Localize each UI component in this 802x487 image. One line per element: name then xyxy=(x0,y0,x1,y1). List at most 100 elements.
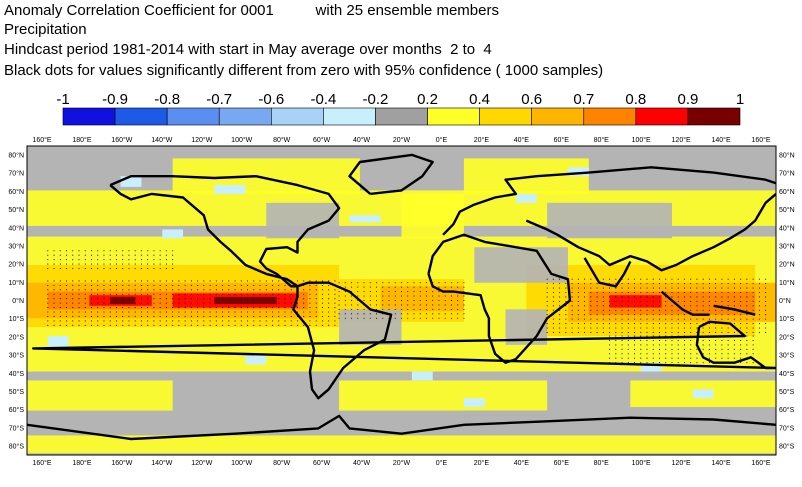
significance-dot xyxy=(253,307,255,309)
significance-dot xyxy=(746,339,748,342)
significance-dot xyxy=(758,296,760,298)
significance-dot xyxy=(425,291,428,293)
significance-dot xyxy=(646,335,648,337)
significance-dot xyxy=(240,280,242,282)
significance-dot xyxy=(671,323,673,325)
significance-dot xyxy=(400,308,403,310)
lat-label: 50°S xyxy=(9,388,25,396)
significance-dot xyxy=(109,284,111,286)
significance-dot xyxy=(84,320,86,322)
significance-dot xyxy=(696,305,698,307)
significance-dot xyxy=(727,357,729,359)
significance-dot xyxy=(609,305,611,307)
significance-dot xyxy=(571,291,573,294)
significance-dot xyxy=(159,320,161,322)
significance-dot xyxy=(621,305,623,307)
significance-dot xyxy=(758,291,760,294)
significance-dot xyxy=(740,348,742,350)
significance-dot xyxy=(584,327,586,329)
significance-dot xyxy=(234,307,236,309)
significance-dot xyxy=(53,298,55,300)
significance-dot xyxy=(321,280,323,282)
significance-dot xyxy=(375,282,378,284)
significance-dot xyxy=(78,320,80,322)
significance-dot xyxy=(140,320,142,322)
significance-dot xyxy=(552,305,554,307)
significance-dot xyxy=(190,302,192,304)
significance-dot xyxy=(696,318,698,320)
significance-dot xyxy=(758,278,760,280)
significance-dot xyxy=(90,250,93,252)
significance-dot xyxy=(321,298,323,300)
significance-dot xyxy=(658,305,661,307)
significance-dot xyxy=(615,339,617,342)
significance-dot xyxy=(584,323,586,325)
significance-dot xyxy=(752,283,754,285)
significance-dot xyxy=(683,348,686,350)
significance-dot xyxy=(696,323,698,325)
significance-dot xyxy=(665,309,667,311)
significance-dot xyxy=(621,309,623,311)
lon-label: 120°W xyxy=(191,459,212,467)
significance-dot xyxy=(690,331,692,334)
significance-dot xyxy=(278,302,280,304)
significance-dot xyxy=(222,280,224,282)
significance-dot xyxy=(59,293,61,295)
significance-dot xyxy=(407,299,409,302)
significance-dot xyxy=(640,344,642,346)
significance-dot xyxy=(284,324,286,326)
significance-dot xyxy=(209,324,211,326)
significance-dot xyxy=(246,298,249,300)
significance-dot xyxy=(109,302,111,304)
colorbar-label: 0.4 xyxy=(469,91,490,108)
anomaly-region xyxy=(27,380,173,411)
significance-dot xyxy=(640,348,642,350)
significance-dot xyxy=(658,327,661,329)
significance-dot xyxy=(128,267,130,270)
significance-dot xyxy=(103,263,105,265)
significance-dot xyxy=(147,259,149,261)
significance-dot xyxy=(122,280,124,282)
significance-dot xyxy=(259,315,261,318)
significance-dot xyxy=(621,323,623,325)
significance-dot xyxy=(240,302,242,304)
significance-dot xyxy=(652,296,654,298)
significance-dot xyxy=(609,296,611,298)
significance-dot xyxy=(702,348,704,350)
significance-dot xyxy=(640,353,642,355)
significance-dot xyxy=(671,283,673,285)
significance-dot xyxy=(103,315,105,318)
significance-dot xyxy=(228,315,230,318)
significance-dot xyxy=(546,287,548,289)
significance-dot xyxy=(240,311,242,313)
significance-dot xyxy=(122,250,124,252)
lat-label: 40°N xyxy=(8,224,24,232)
significance-dot xyxy=(357,308,359,310)
lon-label: 100°E xyxy=(632,459,651,467)
significance-dot xyxy=(665,283,667,285)
significance-dot xyxy=(59,267,61,270)
significance-dot xyxy=(665,339,667,342)
significance-dot xyxy=(633,323,636,325)
significance-dot xyxy=(234,298,236,300)
significance-dot xyxy=(271,280,274,282)
significance-dot xyxy=(546,323,548,325)
significance-dot xyxy=(165,307,167,309)
significance-dot xyxy=(184,280,186,282)
significance-dot xyxy=(690,287,692,289)
significance-dot xyxy=(259,320,261,322)
significance-dot xyxy=(97,311,99,313)
significance-dot xyxy=(265,298,267,300)
significance-dot xyxy=(577,331,579,334)
significance-dot xyxy=(425,299,428,302)
colorbar-label: 0.2 xyxy=(417,91,438,108)
significance-dot xyxy=(122,267,124,270)
significance-dot xyxy=(615,357,617,359)
significance-dot xyxy=(159,267,161,270)
significance-dot xyxy=(752,362,754,364)
significance-dot xyxy=(246,289,249,291)
significance-dot xyxy=(184,315,186,318)
lon-label: 140°E xyxy=(711,459,730,467)
significance-dot xyxy=(702,283,704,285)
significance-dot xyxy=(47,284,49,286)
